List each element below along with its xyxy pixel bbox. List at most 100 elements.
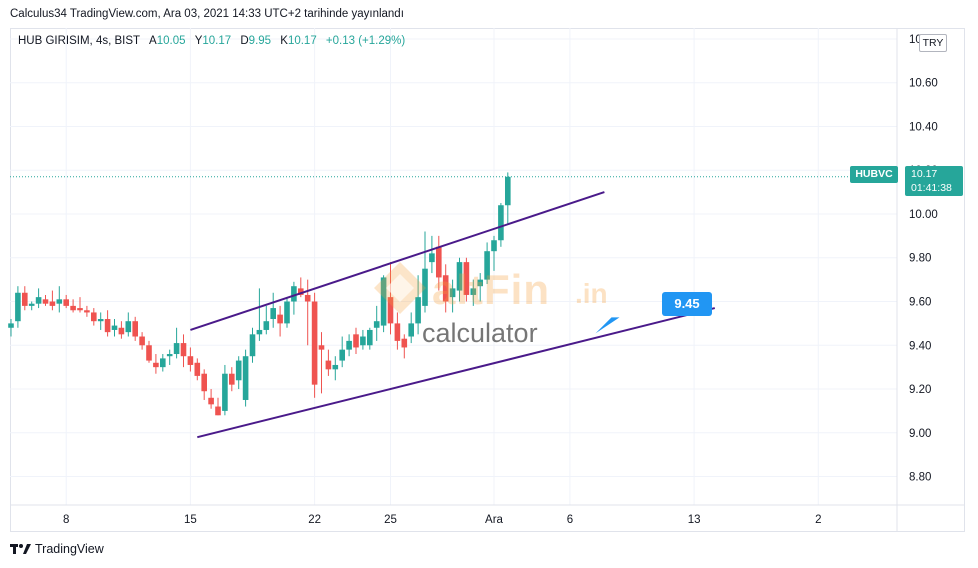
y-tick-label: 9.80	[909, 253, 931, 265]
x-tick-label: 22	[308, 514, 321, 526]
candle-body	[456, 262, 463, 291]
candle-body	[8, 323, 14, 328]
price-callout[interactable]: 9.45	[662, 292, 712, 316]
candle-body	[180, 343, 187, 357]
candle-body	[380, 277, 387, 326]
candle-body	[270, 308, 276, 320]
candle-body	[35, 297, 42, 304]
candle-body	[256, 329, 263, 335]
candle-body	[353, 334, 359, 348]
candle-body	[477, 279, 483, 287]
candle-body	[194, 362, 201, 376]
legend-symbol: HUB GIRISIM, 4s, BIST	[18, 35, 140, 47]
candle-body	[91, 312, 97, 322]
candle-body	[160, 358, 166, 368]
candle-body	[401, 338, 408, 348]
tradingview-brand[interactable]: TradingView	[10, 542, 104, 556]
candle-body	[242, 356, 249, 400]
chart-frame	[10, 28, 965, 532]
candle-body	[56, 299, 63, 304]
candle-body	[449, 288, 456, 298]
tradingview-logo-icon	[10, 544, 31, 554]
x-tick-label: 25	[384, 514, 397, 526]
x-tick-label: 8	[63, 514, 69, 526]
candle-body	[367, 329, 373, 346]
candle-body	[249, 334, 256, 357]
candle-body	[505, 176, 511, 206]
candle-body	[15, 292, 21, 322]
candle-body	[132, 321, 138, 337]
candle-body	[153, 362, 159, 368]
y-tick-label: 8.80	[909, 472, 931, 484]
candle-body	[63, 299, 69, 306]
candle-body	[84, 310, 90, 313]
candle-body	[263, 321, 270, 330]
published-header: Calculus34 TradingView.com, Ara 03, 2021…	[10, 8, 404, 20]
candle-body	[429, 253, 435, 263]
candle-body	[470, 288, 477, 295]
y-tick-label: 10.40	[909, 121, 938, 133]
candle-body	[42, 299, 49, 304]
callout-pointer	[595, 317, 620, 334]
candle-body	[235, 360, 242, 381]
candle-body	[229, 373, 235, 385]
candle-body	[201, 373, 207, 392]
candle-body	[22, 292, 28, 306]
candle-body	[173, 343, 180, 355]
legend-open: A10.05	[149, 35, 186, 47]
candle-body	[408, 323, 414, 337]
candle-body	[125, 321, 132, 333]
candle-body	[118, 327, 125, 335]
legend-change: +0.13 (+1.29%)	[325, 35, 406, 47]
channel-line-upper	[190, 191, 605, 331]
x-tick-label: Ara	[485, 514, 504, 526]
bar-countdown: 01:41:38	[911, 182, 952, 194]
candle-body	[208, 397, 214, 405]
candle-body	[28, 303, 35, 306]
legend-low: D9.95	[240, 35, 272, 47]
candle-body	[70, 305, 76, 311]
candle-body	[346, 340, 352, 350]
candle-body	[291, 286, 297, 302]
y-tick-label: 9.40	[909, 340, 931, 352]
candle-body	[298, 288, 304, 295]
candle-body	[284, 301, 290, 324]
brand-name: TradingView	[35, 542, 104, 556]
candle-body	[139, 336, 145, 346]
legend-close: K10.17	[280, 35, 317, 47]
currency-badge[interactable]: TRY	[919, 34, 947, 52]
symbol-legend[interactable]: HUB GIRISIM, 4s, BIST A10.05 Y10.17 D9.9…	[18, 35, 405, 47]
candle-body	[111, 325, 118, 330]
x-tick-label: 6	[567, 514, 573, 526]
candle-body	[484, 251, 490, 280]
x-tick-label: 15	[184, 514, 197, 526]
candle-body	[77, 308, 83, 311]
candle-body	[318, 345, 325, 350]
candle-body	[332, 364, 339, 370]
candle-body	[436, 246, 442, 278]
candle-body	[325, 360, 332, 370]
candle-body	[387, 297, 394, 324]
last-price-value: 10.17	[911, 168, 938, 180]
candle-body	[304, 294, 311, 302]
last-price-tag: 10.17 01:41:38	[905, 166, 963, 196]
candle-body	[166, 354, 173, 357]
symbol-price-tag: HUBVC	[850, 166, 898, 183]
candle-body	[222, 373, 228, 411]
candle-body	[394, 323, 401, 341]
candle-body	[360, 336, 366, 346]
candle-body	[422, 268, 428, 306]
x-tick-label: 2	[815, 514, 821, 526]
candle-body	[442, 275, 449, 302]
candle-body	[498, 205, 504, 241]
candle-body	[373, 321, 380, 328]
candle-body	[215, 406, 221, 416]
y-tick-label: 9.20	[909, 384, 931, 396]
candle-body	[463, 262, 470, 295]
x-tick-label: 13	[688, 514, 701, 526]
legend-high: Y10.17	[194, 35, 232, 47]
y-tick-label: 10.00	[909, 209, 938, 221]
candle-body	[491, 240, 497, 252]
candle-body	[311, 301, 318, 385]
